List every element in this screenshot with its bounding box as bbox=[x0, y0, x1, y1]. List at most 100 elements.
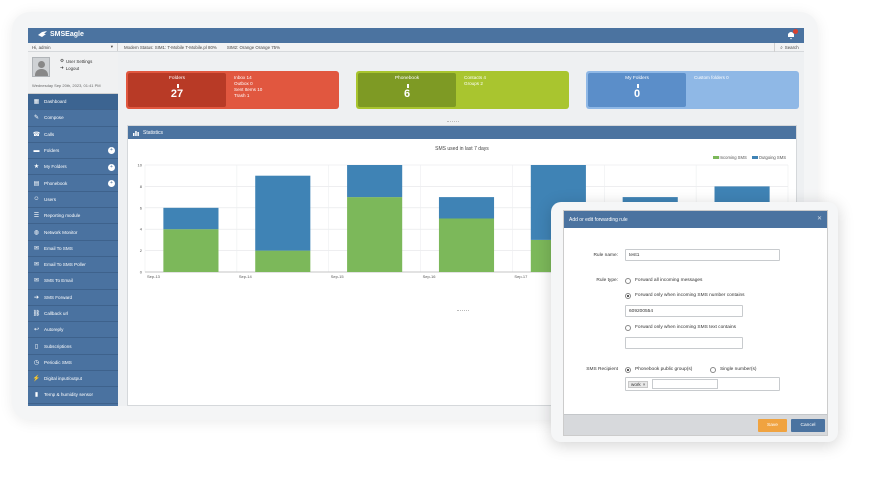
summary-card-my-folders[interactable]: My Folders 0 Custom folders 0 bbox=[586, 71, 799, 109]
sidebar-item-compose[interactable]: ✎ Compose bbox=[28, 110, 118, 127]
sidebar-item-label: My Folders bbox=[44, 164, 67, 170]
cancel-button[interactable]: Cancel bbox=[791, 419, 825, 432]
chart-collapse-handle[interactable] bbox=[457, 310, 469, 312]
x-tick-label: Sep-14 bbox=[239, 274, 253, 279]
summary-card-phonebook[interactable]: Phonebook 6 Contacts 4 Groups 2 bbox=[356, 71, 569, 109]
expand-toggle-icon[interactable]: + bbox=[108, 147, 115, 155]
radio-forward-number[interactable] bbox=[625, 293, 631, 299]
group-search-input[interactable] bbox=[652, 379, 719, 389]
group-tag[interactable]: work × bbox=[628, 380, 649, 388]
mail-icon: ✉ bbox=[33, 278, 40, 285]
bar-incoming bbox=[163, 229, 219, 272]
rule-name-label: Rule name: bbox=[593, 253, 618, 258]
logout-link[interactable]: ➜ Logout bbox=[60, 65, 79, 71]
sidebar-item-label: Compose bbox=[44, 115, 64, 121]
sidebar-item-label: Network Monitor bbox=[44, 229, 78, 235]
card-marker bbox=[407, 84, 409, 88]
rule-name-input[interactable]: test1 bbox=[625, 249, 780, 261]
expand-toggle-icon[interactable]: + bbox=[108, 163, 115, 171]
number-contains-input[interactable]: 609200554 bbox=[625, 305, 743, 317]
sidebar-item-sms-forward[interactable]: ➔ SMS Forward bbox=[28, 290, 118, 306]
sidebar-item-email-to-sms[interactable]: ✉ Email To SMS bbox=[28, 241, 118, 257]
expand-toggle-icon[interactable]: + bbox=[108, 179, 115, 187]
dialog-footer: Save Cancel bbox=[564, 414, 827, 435]
radio-forward-number-label: Forward only when incoming SMS number co… bbox=[635, 293, 745, 298]
search-button[interactable]: ⌕ Search bbox=[774, 43, 804, 52]
sidebar-item-network-monitor[interactable]: ◍ Network Monitor bbox=[28, 224, 118, 241]
radio-forward-text-label: Forward only when incoming SMS text cont… bbox=[635, 325, 737, 330]
sidebar-menu: ▦ Dashboard ✎ Compose ☎ Calls ▬ Folders + ★ My Fol… bbox=[28, 94, 118, 404]
user-settings-link[interactable]: ⚙ User Settings bbox=[60, 58, 92, 64]
gear-icon: ⚙ bbox=[60, 58, 64, 63]
sidebar-item-label: Subscriptions bbox=[44, 343, 72, 349]
search-icon: ⌕ bbox=[780, 45, 783, 50]
summary-card-folders[interactable]: Folders 27 Inbox 14 Outbox 0 Sent Items 10 Tr… bbox=[126, 71, 339, 109]
notification-badge bbox=[793, 29, 798, 34]
bar-outgoing bbox=[255, 175, 311, 251]
bar-outgoing bbox=[438, 197, 495, 219]
sidebar-item-label: Phonebook bbox=[44, 180, 68, 186]
dialog-title: Add or edit forwarding rule bbox=[569, 216, 628, 223]
card-details: Inbox 14 Outbox 0 Sent Items 10 Trash 1 bbox=[228, 71, 339, 109]
eagle-icon bbox=[38, 31, 47, 37]
card-detail-line: Groups 2 bbox=[464, 81, 483, 86]
sidebar-item-my-folders[interactable]: ★ My Folders + bbox=[28, 159, 118, 176]
sidebar-item-label: Dashboard bbox=[44, 99, 67, 105]
bar-incoming bbox=[438, 218, 495, 272]
card-title: My Folders bbox=[625, 76, 649, 81]
sidebar-item-users[interactable]: ☺ Users bbox=[28, 192, 118, 209]
sidebar: ⚙ User Settings ➜ Logout Wednesday Sep 2… bbox=[28, 52, 118, 406]
close-icon[interactable]: ✕ bbox=[816, 216, 822, 222]
radio-single-number[interactable] bbox=[710, 367, 716, 373]
card-marker bbox=[177, 84, 179, 88]
sidebar-item-label: Callback url bbox=[44, 311, 68, 316]
pencil-icon: ✎ bbox=[33, 115, 40, 122]
sim2-status: SIM2: Orange Orange 75% bbox=[226, 44, 281, 50]
bar-incoming bbox=[347, 197, 403, 272]
save-button[interactable]: Save bbox=[758, 419, 787, 432]
bar-outgoing bbox=[163, 207, 219, 230]
collapse-handle[interactable] bbox=[447, 121, 459, 123]
sidebar-item-label: Reporting module bbox=[44, 213, 81, 219]
radio-forward-text[interactable] bbox=[625, 325, 631, 331]
y-tick-label: 6 bbox=[140, 205, 143, 210]
sidebar-item-autoreply[interactable]: ↩ Autoreply bbox=[28, 322, 118, 339]
current-date: Wednesday Sep 20th, 2023, 01:41 PM bbox=[32, 83, 101, 88]
bell-icon[interactable] bbox=[786, 30, 796, 40]
brand-name: SMSEagle bbox=[50, 31, 84, 38]
tag-remove-icon[interactable]: × bbox=[642, 381, 646, 387]
brand-logo[interactable]: SMSEagle bbox=[38, 31, 84, 38]
top-bar: SMSEagle bbox=[28, 28, 804, 43]
sidebar-item-temp-humidity-sensor[interactable]: ▮ Temp & humidity sensor bbox=[28, 387, 118, 404]
dialog-header: Add or edit forwarding rule ✕ bbox=[564, 211, 827, 228]
sidebar-item-phonebook[interactable]: ▤ Phonebook + bbox=[28, 175, 118, 192]
sidebar-item-periodic-sms[interactable]: ◷ Periodic SMS bbox=[28, 355, 118, 372]
sidebar-item-digital-input-output[interactable]: ⚡ Digital input/output bbox=[28, 371, 118, 388]
sidebar-item-dashboard[interactable]: ▦ Dashboard bbox=[28, 94, 118, 111]
sidebar-item-sms-to-email[interactable]: ✉ SMS To Email bbox=[28, 273, 118, 290]
sidebar-item-email-to-sms-poller[interactable]: ✉ Email To SMS Poller bbox=[28, 257, 118, 274]
legend-incoming: Incoming SMS bbox=[712, 155, 747, 160]
card-detail-line: Inbox 14 bbox=[234, 75, 252, 80]
radio-forward-all[interactable] bbox=[625, 278, 631, 284]
radio-phonebook-group[interactable] bbox=[625, 367, 631, 373]
sidebar-item-subscriptions[interactable]: ▯ Subscriptions bbox=[28, 338, 118, 355]
sidebar-item-folders[interactable]: ▬ Folders + bbox=[28, 143, 118, 160]
y-tick-label: 4 bbox=[140, 227, 143, 232]
statistics-header: Statistics bbox=[128, 126, 796, 139]
sidebar-item-calls[interactable]: ☎ Calls bbox=[28, 127, 118, 143]
chevron-down-icon: ▾ bbox=[110, 44, 113, 49]
avatar bbox=[32, 57, 50, 77]
group-select[interactable]: work × bbox=[625, 377, 780, 391]
sidebar-item-reporting-module[interactable]: ☰ Reporting module bbox=[28, 208, 118, 225]
logout-label: Logout bbox=[65, 65, 80, 71]
y-tick-label: 8 bbox=[140, 184, 143, 189]
user-menu[interactable]: Hi, admin ▾ bbox=[28, 43, 118, 51]
sidebar-item-label: Calls bbox=[44, 131, 55, 137]
forwarding-rule-dialog: Add or edit forwarding rule ✕ Rule name:… bbox=[551, 202, 838, 442]
grid-icon: ▦ bbox=[33, 99, 40, 106]
card-details: Contacts 4 Groups 2 bbox=[458, 71, 569, 109]
sidebar-item-callback-url[interactable]: ⛓ Callback url bbox=[28, 306, 118, 323]
text-contains-input[interactable] bbox=[625, 337, 743, 349]
user-settings-label: User Settings bbox=[65, 58, 93, 64]
